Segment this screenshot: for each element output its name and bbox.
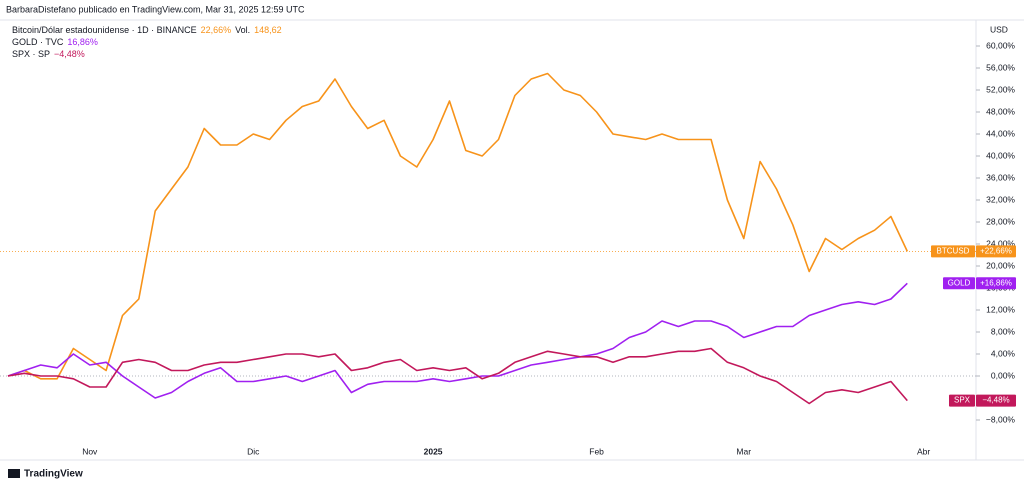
y-tick-label: 44,00% [986,128,1015,138]
y-tick-label: 0,00% [991,370,1016,380]
series-tag [931,245,975,258]
x-tick-label: Abr [917,446,930,456]
legend: Bitcoin/Dólar estadounidense · 1D · BINA… [12,25,282,59]
value-tag [976,245,1016,258]
y-tick-label: 32,00% [986,194,1015,204]
y-tick-label: 36,00% [986,172,1015,182]
series-tag-name: GOLD [948,278,971,287]
value-tag-label: +22,66% [980,246,1012,255]
legend-legend: GOLD · TVC [12,37,64,47]
x-tick-label: 2025 [424,446,443,456]
x-tick-label: Mar [736,446,751,456]
series-line [7,347,908,405]
y-tick-label: 52,00% [986,84,1015,94]
logo [8,469,20,478]
y-tick-label: 28,00% [986,216,1015,226]
legend-entry: SPX · SP −4,48% [12,49,85,59]
y-tick-label: 24,00% [986,238,1015,248]
x-tick-label: Nov [82,446,98,456]
y-tick-label: 60,00% [986,40,1015,50]
value-tag [976,277,1016,290]
legend-legend: SPX · SP [12,49,50,59]
series-tag-name: BTCUSD [937,246,970,255]
value-tag-label: −4,48% [982,396,1009,405]
header: BarbaraDistefano publicado en TradingVie… [6,4,305,14]
legend-volume-title: Vol. [235,25,250,35]
series-line [7,282,908,399]
legend-entry: Bitcoin/Dólar estadounidense · 1D · BINA… [12,25,282,35]
legend-legend-change: 22,66% [201,25,232,35]
axis-unit: USD [990,24,1008,34]
value-tag-label: +16,86% [980,278,1012,287]
y-tick-label: 40,00% [986,150,1015,160]
x-tick-label: Dic [247,446,260,456]
y-tick-label: 20,00% [986,260,1015,270]
x-tick-label: Feb [589,446,604,456]
series-tag-name: SPX [954,396,971,405]
y-tick-label: −8,00% [986,414,1016,424]
legend-legend-change: −4,48% [54,49,85,59]
legend-entry: GOLD · TVC 16,86% [12,37,98,47]
series-line [7,72,909,380]
y-tick-label: 48,00% [986,106,1015,116]
value-tag [976,394,1016,407]
footer: TradingView [8,469,83,480]
series-tag [949,394,975,407]
y-tick-label: 8,00% [991,326,1016,336]
footer-text: TradingView [24,469,83,480]
legend-volume: 148,62 [254,25,282,35]
y-tick-label: 12,00% [986,304,1015,314]
series-tag [943,277,975,290]
legend-legend-change: 16,86% [67,37,98,47]
y-tick-label: 4,00% [991,348,1016,358]
legend-legend: Bitcoin/Dólar estadounidense · 1D · BINA… [12,25,197,35]
y-tick-label: 56,00% [986,62,1015,72]
